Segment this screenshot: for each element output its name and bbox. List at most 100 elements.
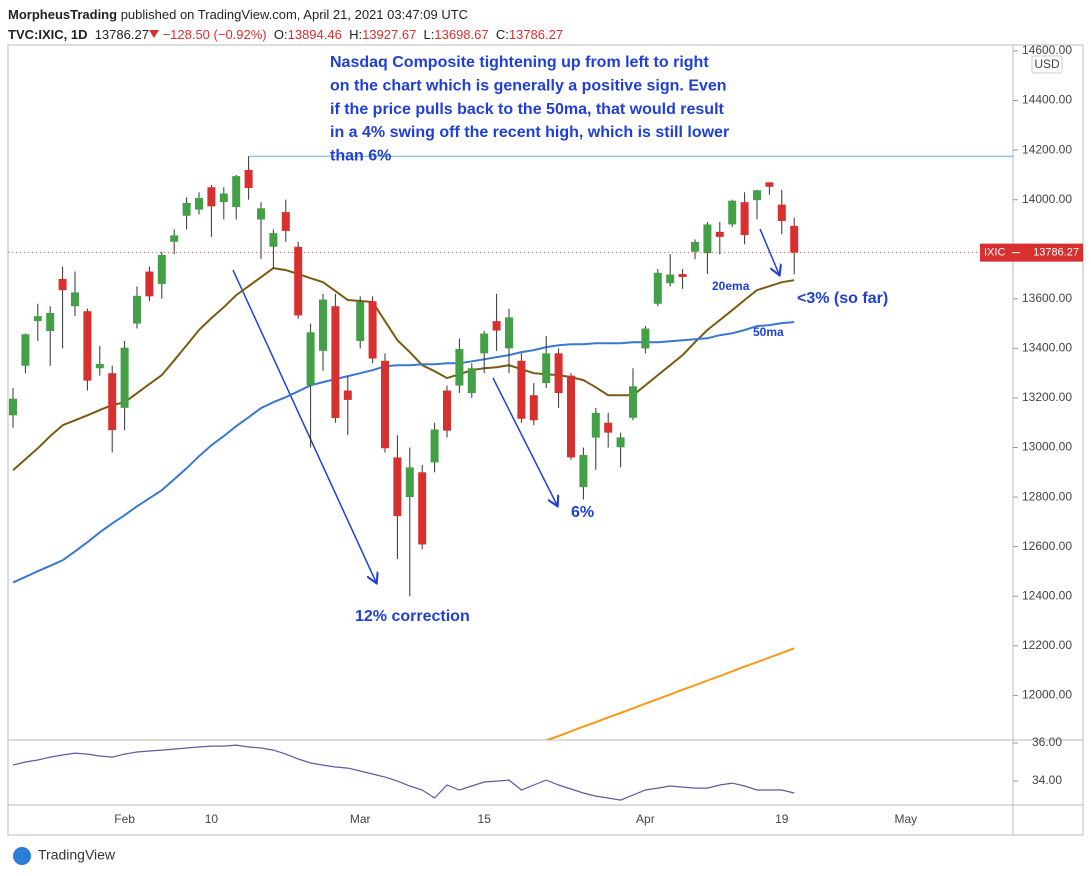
annotation: 6% bbox=[571, 504, 594, 521]
candle-body bbox=[740, 202, 749, 236]
candle-body bbox=[443, 390, 451, 431]
annotation: <3% (so far) bbox=[797, 290, 888, 307]
candle-body bbox=[33, 316, 42, 322]
y-tick-label: 12400.00 bbox=[1022, 588, 1072, 602]
candle-body bbox=[46, 312, 55, 332]
candle-body bbox=[542, 353, 551, 384]
annotation: in a 4% swing off the recent high, which… bbox=[330, 124, 729, 141]
candle-body bbox=[170, 235, 179, 242]
candle-body bbox=[9, 398, 17, 416]
moving-average bbox=[12, 321, 795, 584]
annotation: if the price pulls back to the 50ma, tha… bbox=[330, 101, 725, 118]
candle-body bbox=[505, 317, 513, 349]
candle-body bbox=[455, 348, 464, 386]
annotation: 12% correction bbox=[355, 608, 470, 625]
candle-body bbox=[777, 204, 786, 221]
y-tick-label: 12800.00 bbox=[1022, 489, 1072, 503]
candle-body bbox=[430, 429, 439, 463]
moving-average bbox=[12, 267, 795, 472]
candle-body bbox=[765, 182, 774, 187]
candle-body bbox=[678, 274, 687, 277]
arrow bbox=[492, 377, 557, 505]
close: 13786.27 bbox=[508, 27, 564, 42]
price-tag-symbol: IXIC bbox=[984, 247, 1005, 259]
moving-average bbox=[545, 647, 795, 740]
x-tick-label: 15 bbox=[478, 812, 492, 826]
candle-body bbox=[331, 306, 340, 419]
candle-body bbox=[616, 437, 625, 448]
open: 13894.46 bbox=[287, 27, 342, 42]
header: MorpheusTrading published on TradingView… bbox=[8, 5, 563, 45]
brand-name: TradingView bbox=[38, 847, 116, 863]
y-tick-label: 13200.00 bbox=[1022, 390, 1072, 404]
author: MorpheusTrading bbox=[8, 7, 118, 22]
osc-tick-label: 34.00 bbox=[1032, 773, 1062, 787]
candle-body bbox=[95, 363, 104, 369]
candle-body bbox=[71, 292, 79, 307]
arrow bbox=[232, 269, 376, 582]
oscillator-line bbox=[12, 744, 795, 801]
annotation: on the chart which is generally a positi… bbox=[330, 78, 727, 95]
candle-body bbox=[232, 176, 241, 208]
x-tick-label: May bbox=[894, 812, 917, 826]
candle-body bbox=[467, 368, 476, 393]
candle-body bbox=[641, 328, 650, 349]
arrow bbox=[759, 228, 779, 274]
candle-body bbox=[715, 231, 724, 237]
x-tick-label: 10 bbox=[205, 812, 219, 826]
candle-body bbox=[418, 472, 427, 545]
symbol: TVC:IXIC, 1D bbox=[8, 27, 88, 42]
low: 13698.67 bbox=[434, 27, 489, 42]
high: 13927.67 bbox=[362, 27, 417, 42]
ohlc-label: H: bbox=[349, 27, 363, 42]
candle-body bbox=[21, 334, 30, 366]
y-tick-label: 14000.00 bbox=[1022, 192, 1072, 206]
price-tag bbox=[980, 243, 1083, 262]
frame bbox=[7, 44, 1084, 836]
x-tick-label: Apr bbox=[636, 812, 655, 826]
quote-line: TVC:IXIC, 1D 13786.27 −128.50 (−0.92%) O… bbox=[8, 25, 563, 45]
candle-body bbox=[281, 212, 290, 231]
candle-body bbox=[195, 197, 203, 210]
candle-body bbox=[567, 375, 575, 458]
y-tick-label: 14200.00 bbox=[1022, 142, 1072, 156]
annotation: Nasdaq Composite tightening up from left… bbox=[330, 54, 709, 71]
change: −128.50 (−0.92%) bbox=[162, 27, 267, 42]
annotation: 20ema bbox=[712, 279, 750, 293]
candle-body bbox=[294, 246, 303, 316]
ohlc-label: O: bbox=[273, 27, 288, 42]
candle-body bbox=[629, 386, 637, 418]
publish-line: MorpheusTrading published on TradingView… bbox=[8, 5, 563, 25]
candle-body bbox=[244, 169, 253, 189]
candle-body bbox=[653, 272, 662, 304]
candle-body bbox=[58, 278, 67, 291]
y-tick-label: 12600.00 bbox=[1022, 539, 1072, 553]
candle-body bbox=[381, 360, 389, 449]
y-tick-label: 13000.00 bbox=[1022, 440, 1072, 454]
last: 13786.27 bbox=[94, 27, 149, 42]
candle-body bbox=[691, 242, 699, 252]
candle-body bbox=[604, 422, 613, 433]
y-tick-label: 13600.00 bbox=[1022, 291, 1072, 305]
candle-body bbox=[182, 202, 191, 216]
candle-body bbox=[207, 187, 216, 207]
candle-body bbox=[257, 208, 265, 220]
y-tick-label: 12000.00 bbox=[1022, 688, 1072, 702]
price-tag-value: 13786.27 bbox=[1033, 247, 1079, 259]
candle-body bbox=[145, 271, 154, 297]
candle-body bbox=[666, 274, 675, 284]
candle-body bbox=[306, 332, 315, 386]
candle-body bbox=[157, 254, 166, 284]
y-tick-label: 13400.00 bbox=[1022, 341, 1072, 355]
x-tick-label: Feb bbox=[114, 812, 135, 826]
y-tick-label: 12200.00 bbox=[1022, 638, 1072, 652]
annotation: than 6% bbox=[330, 147, 391, 164]
osc-tick-label: 36.00 bbox=[1032, 735, 1062, 749]
candle-body bbox=[133, 295, 141, 324]
candle-body bbox=[319, 299, 327, 351]
published: published on TradingView.com, April 21, … bbox=[120, 7, 469, 22]
candle-body bbox=[703, 224, 712, 254]
candle-body bbox=[591, 412, 600, 438]
